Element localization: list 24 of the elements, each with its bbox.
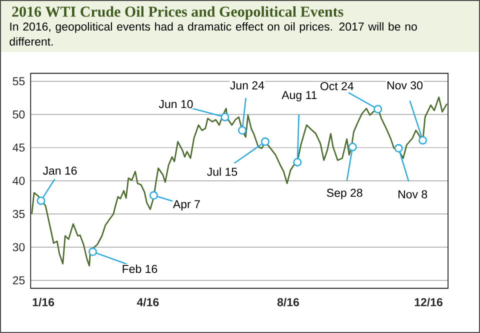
- x-tick-label: 4/16: [136, 298, 159, 306]
- chart-title: 2016 WTI Crude Oil Prices and Geopolitical Events: [12, 6, 344, 20]
- annotation: Jan 16: [42, 166, 77, 175]
- annotation: Oct 24: [320, 82, 354, 90]
- chart-subtitle: In 2016, geopolitical events had a dramatic effect on oil prices. 2017 will be no different.: [10, 22, 417, 46]
- annotation: Aug 11: [282, 91, 317, 102]
- annotation: Jun 10: [158, 100, 193, 108]
- y-tick-label: 55: [12, 77, 25, 86]
- annotation: Apr 7: [172, 200, 200, 211]
- y-tick-label: 30: [12, 243, 25, 252]
- annotation: Nov 8: [398, 190, 428, 198]
- y-tick-label: 35: [12, 210, 25, 218]
- annotation: Sep 28: [326, 188, 362, 200]
- annotation: Nov 30: [387, 81, 423, 90]
- annotation: Jun 24: [230, 81, 264, 90]
- x-tick-label: 1/16: [32, 298, 54, 306]
- x-tick-label: 8/16: [277, 298, 299, 306]
- x-tick-label: 12/16: [414, 298, 442, 306]
- y-tick-label: 40: [12, 176, 25, 185]
- y-tick-label: 45: [12, 144, 25, 152]
- annotation: Feb 16: [122, 264, 158, 274]
- y-tick-label: 50: [12, 110, 25, 119]
- annotation: Jul 15: [207, 167, 238, 176]
- y-tick-label: 25: [12, 276, 25, 284]
